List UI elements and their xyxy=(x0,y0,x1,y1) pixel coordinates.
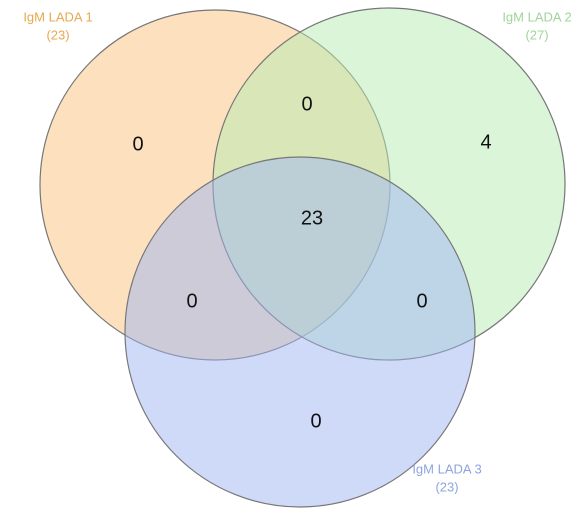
set-label: IgM LADA 2 xyxy=(502,9,571,24)
set-count: (23) xyxy=(435,479,458,494)
set-count: (27) xyxy=(525,27,548,42)
region-count: 0 xyxy=(416,290,427,312)
region-count: 0 xyxy=(301,93,312,115)
set-label: IgM LADA 1 xyxy=(23,9,92,24)
set-label: IgM LADA 3 xyxy=(412,461,481,476)
region-count: 0 xyxy=(132,133,143,155)
region-count: 4 xyxy=(480,131,491,153)
region-count: 23 xyxy=(301,207,323,229)
set-count: (23) xyxy=(46,27,69,42)
set-circle-3 xyxy=(124,156,476,508)
region-count: 0 xyxy=(186,290,197,312)
region-count: 0 xyxy=(310,410,321,432)
